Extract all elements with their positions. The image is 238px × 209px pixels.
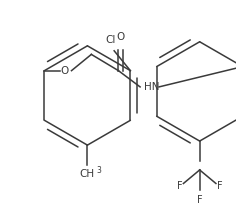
Text: Cl: Cl [105, 35, 116, 45]
Text: F: F [177, 181, 183, 191]
Text: F: F [217, 181, 222, 191]
Text: HN: HN [144, 82, 159, 92]
Text: 3: 3 [97, 166, 102, 175]
Text: F: F [197, 195, 203, 205]
Text: O: O [60, 66, 68, 76]
Text: O: O [117, 32, 125, 42]
Text: CH: CH [79, 169, 94, 178]
